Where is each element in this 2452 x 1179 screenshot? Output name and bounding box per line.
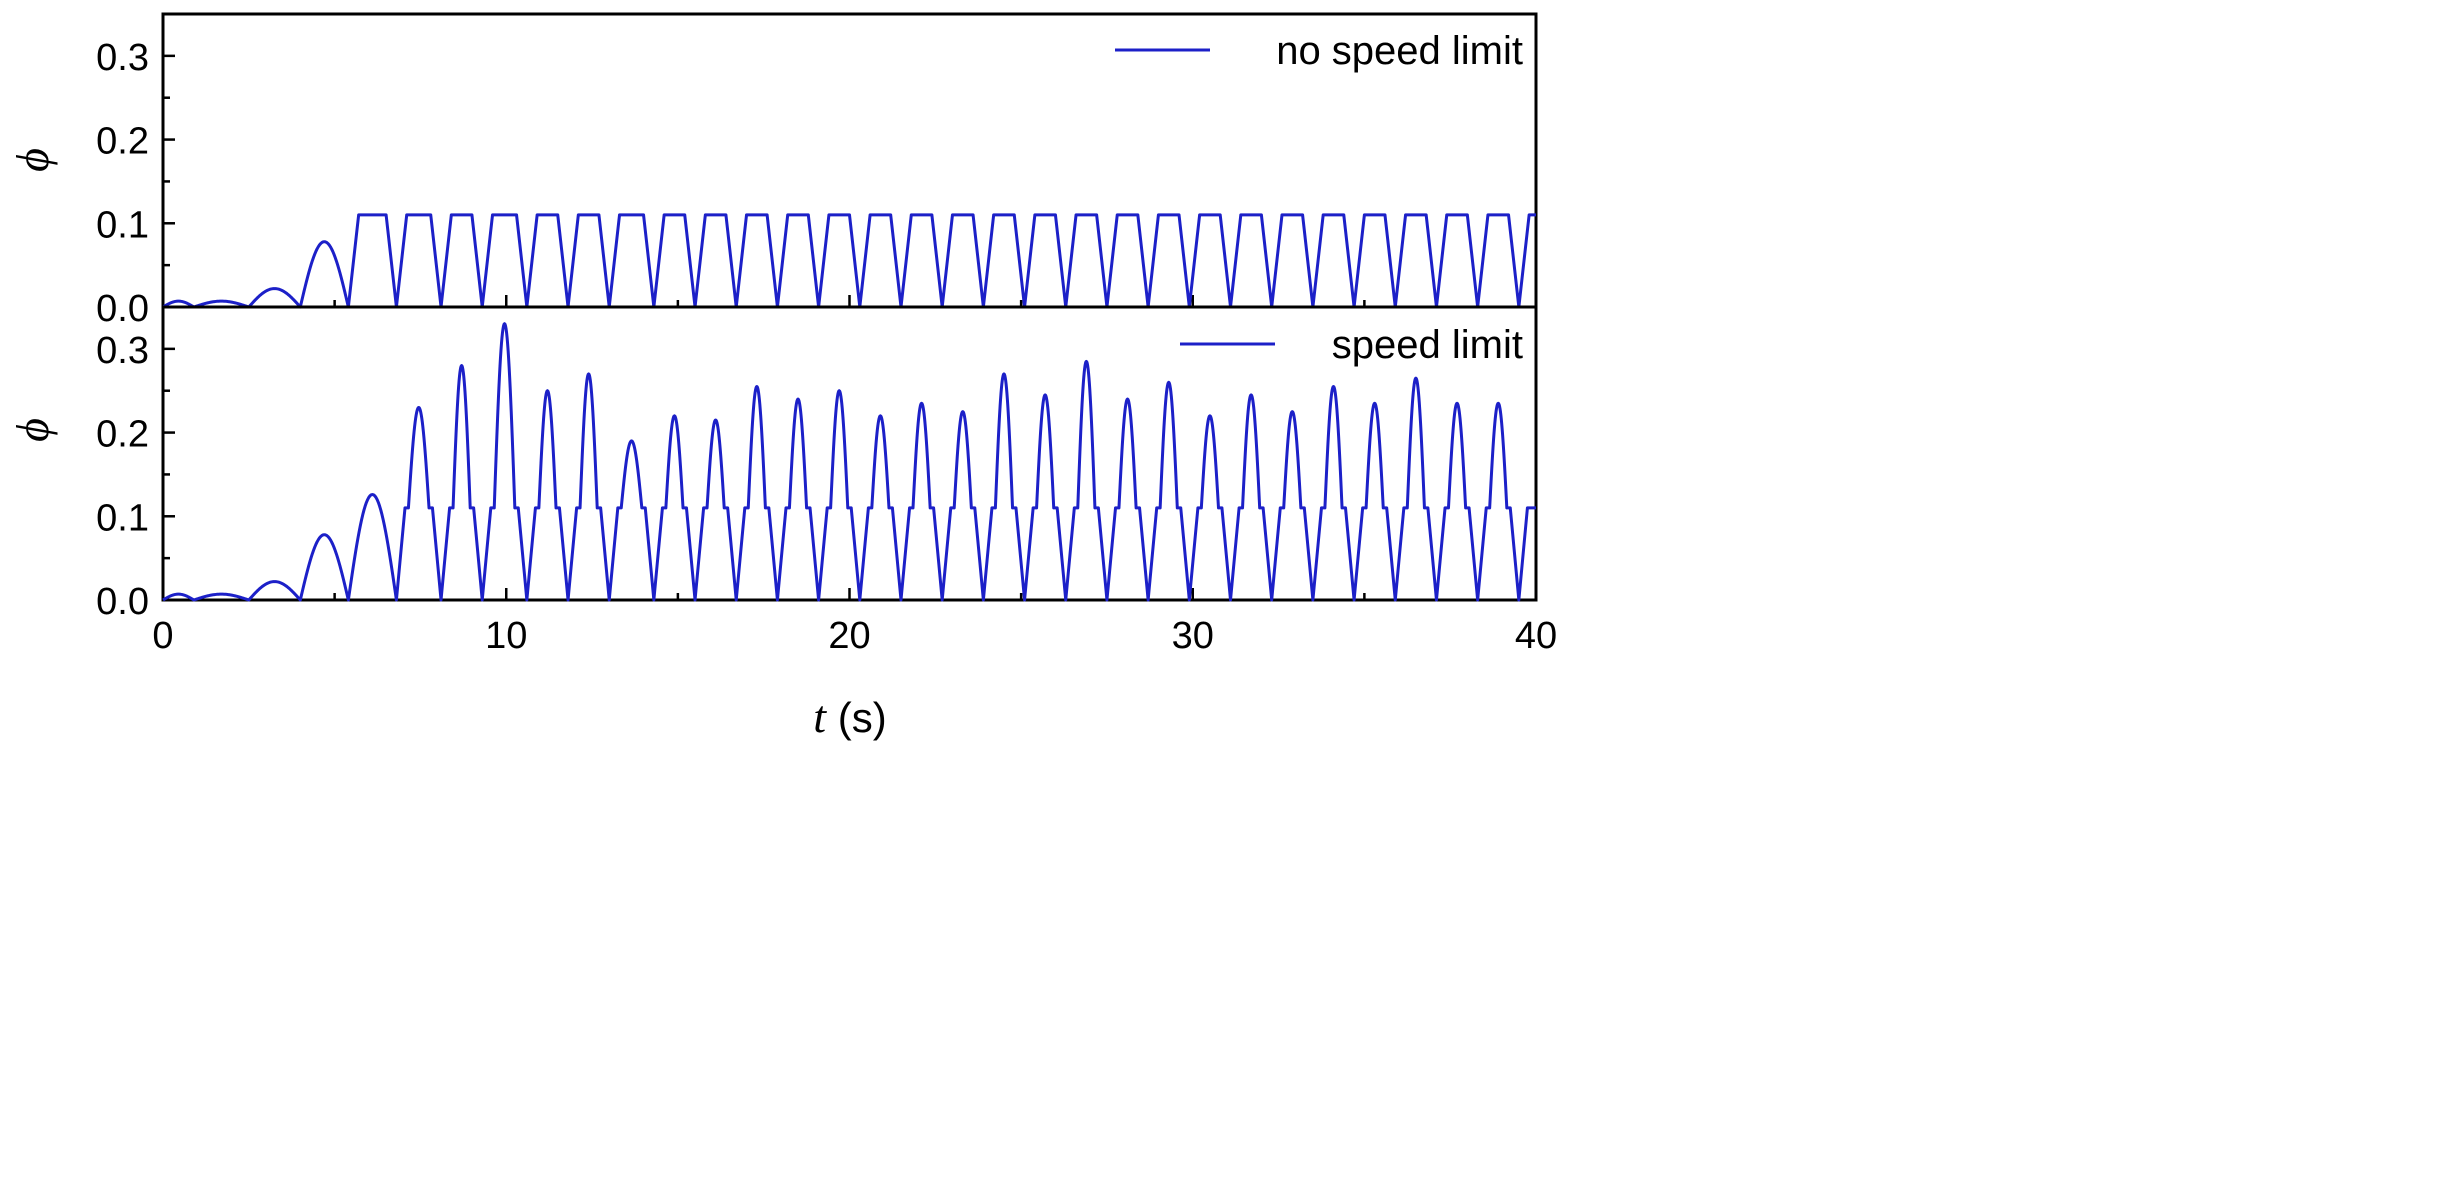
top-legend-label: no speed limit xyxy=(1276,29,1523,73)
bottom-series-line xyxy=(162,322,1538,602)
y-tick-label: 0.0 xyxy=(96,581,149,623)
x-tick-label: 20 xyxy=(828,615,870,657)
bottom-legend-label: speed limit xyxy=(1332,323,1523,367)
y-tick-label: 0.3 xyxy=(96,330,149,372)
bottom-x-tick-labels: 0 10 20 30 40 xyxy=(152,615,1557,657)
panel-bottom-frame xyxy=(161,305,1538,602)
top-x-ticks xyxy=(333,295,1366,307)
panel-bottom: 0.0 0.1 0.2 0.3 0 10 20 30 40 ϕ speed limit xyxy=(7,305,1557,657)
y-tick-label: 0.0 xyxy=(96,288,149,330)
x-axis-label-unit: (s) xyxy=(826,694,887,741)
x-tick-label: 30 xyxy=(1172,615,1214,657)
bottom-y-axis-label: ϕ xyxy=(7,418,58,442)
top-legend: no speed limit xyxy=(1115,29,1523,73)
bottom-y-tick-labels: 0.0 0.1 0.2 0.3 xyxy=(96,330,149,623)
figure: 0.00.10.20.3 ϕ no speed limit 0.00.10.20… xyxy=(7,12,1557,742)
x-tick-label: 0 xyxy=(152,615,173,657)
y-tick-label: 0.1 xyxy=(96,497,149,539)
x-axis-label-variable: t xyxy=(813,691,827,742)
top-y-ticks xyxy=(163,54,175,309)
y-tick-label: 0.3 xyxy=(96,37,149,79)
top-series-line xyxy=(162,213,1536,309)
top-y-axis-label: ϕ xyxy=(7,148,58,172)
y-tick-label: 0.1 xyxy=(96,204,149,246)
top-y-tick-labels: 0.0 0.1 0.2 0.3 xyxy=(96,37,149,330)
y-tick-label: 0.2 xyxy=(96,414,149,456)
x-tick-label: 10 xyxy=(485,615,527,657)
bottom-legend: speed limit xyxy=(1180,323,1523,367)
y-tick-label: 0.2 xyxy=(96,121,149,163)
x-axis-label: t (s) xyxy=(813,691,886,742)
x-tick-label: 40 xyxy=(1515,615,1557,657)
panel-top: 0.0 0.1 0.2 0.3 ϕ no speed limit xyxy=(7,12,1538,330)
bottom-y-ticks xyxy=(163,347,175,602)
bottom-x-ticks xyxy=(333,588,1366,600)
